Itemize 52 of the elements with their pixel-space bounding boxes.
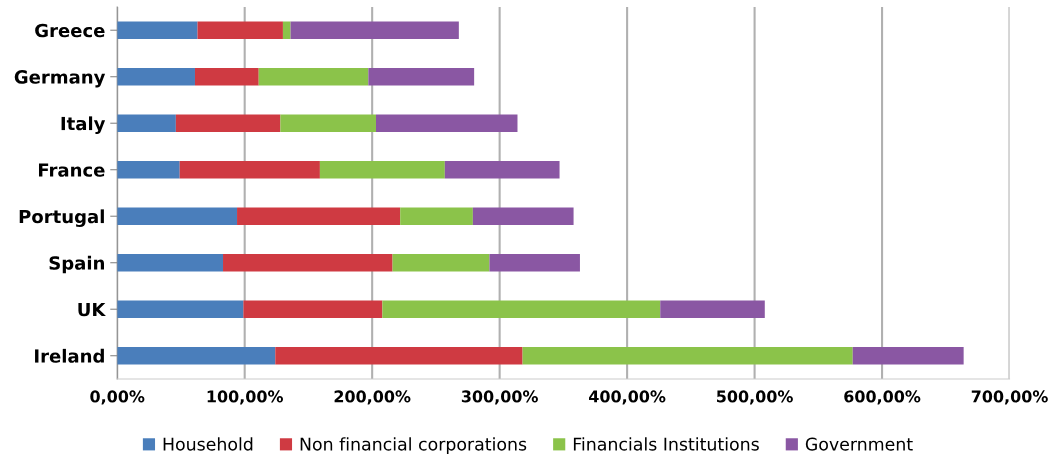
bar (375, 114, 518, 133)
legend-label: Government (805, 437, 913, 451)
y-tick-label: Ireland (35, 348, 104, 363)
bar (117, 114, 176, 133)
bar (275, 346, 523, 365)
bar (660, 300, 765, 319)
y-tick-label: Greece (35, 23, 105, 38)
x-tick-label: 500,00% (717, 390, 793, 405)
bar (237, 207, 401, 226)
bar (117, 300, 244, 319)
bar (522, 346, 853, 365)
bar (472, 207, 574, 226)
bar (243, 300, 383, 319)
x-tick-label: 0,00% (90, 390, 145, 405)
bar (223, 253, 393, 272)
bar (117, 160, 180, 179)
bar (179, 160, 320, 179)
y-tick-label: Italy (61, 116, 106, 134)
bar (444, 160, 560, 179)
bar (117, 207, 238, 226)
legend-label: Financials Institutions (573, 437, 759, 451)
x-tick-label: 100,00% (207, 390, 283, 405)
x-tick-label: 400,00% (589, 390, 666, 405)
x-tick-label: 300,00% (461, 390, 538, 405)
bar (852, 346, 964, 365)
legend-label: Non financial corporations (300, 437, 527, 455)
bar (382, 300, 661, 319)
bar (117, 67, 195, 86)
bar (280, 114, 376, 133)
y-tick-label: Spain (49, 255, 104, 274)
bar (258, 67, 369, 86)
bar (117, 253, 224, 272)
legend-label: Household (163, 437, 253, 451)
bar (117, 346, 276, 365)
y-tick-label: Portugal (19, 209, 104, 227)
bar (175, 114, 281, 133)
y-tick-label: France (38, 163, 105, 177)
bar (489, 253, 580, 272)
bar (290, 21, 459, 40)
x-tick-label: 600,00% (844, 390, 921, 405)
y-tick-label: UK (78, 302, 106, 317)
bar (197, 21, 283, 40)
bar (400, 207, 473, 226)
x-tick-label: 200,00% (334, 390, 411, 405)
bar (392, 253, 490, 272)
x-tick-label: 700,00% (971, 390, 1048, 405)
bar (319, 160, 445, 179)
bar (282, 21, 291, 40)
bar (194, 67, 259, 86)
bar (117, 21, 198, 40)
y-tick-label: Germany (14, 70, 106, 88)
bar (368, 67, 475, 86)
